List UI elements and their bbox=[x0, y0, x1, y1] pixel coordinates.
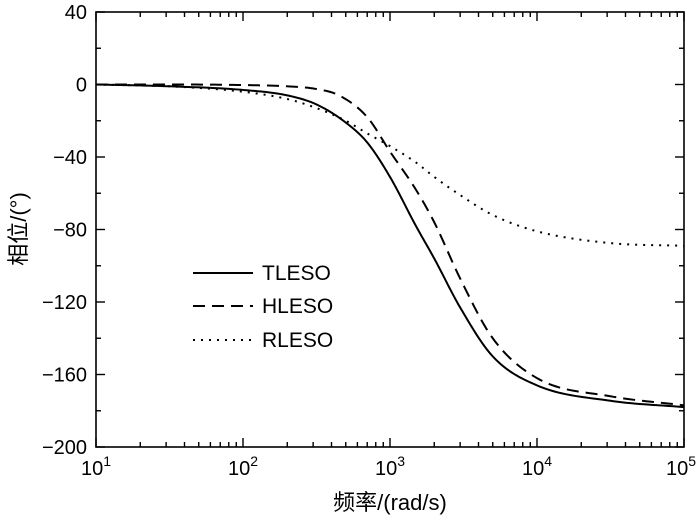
x-tick-label: 103 bbox=[375, 453, 405, 480]
y-tick-label: −40 bbox=[53, 147, 87, 169]
y-tick-label: −120 bbox=[42, 292, 87, 314]
y-tick-label: 0 bbox=[76, 75, 87, 97]
y-tick-label: −160 bbox=[42, 365, 87, 387]
legend: TLESO HLESO RLESO bbox=[193, 262, 333, 352]
series-rleso-line bbox=[95, 83, 685, 247]
x-tick-label: 105 bbox=[666, 453, 696, 480]
y-axis-label: 相位/(°) bbox=[6, 192, 31, 266]
y-tick-label: −200 bbox=[42, 437, 87, 459]
x-tick-label: 102 bbox=[228, 453, 258, 480]
x-axis-label: 频率/(rad/s) bbox=[333, 490, 447, 515]
y-tick-label: −80 bbox=[53, 220, 87, 242]
legend-label-tleso: TLESO bbox=[262, 262, 331, 285]
x-tick-label: 101 bbox=[81, 453, 111, 480]
legend-label-rleso: RLESO bbox=[262, 329, 333, 352]
series-tleso-line bbox=[95, 83, 685, 409]
plot-frame bbox=[95, 11, 685, 448]
series-hleso-line bbox=[96, 83, 685, 407]
legend-label-hleso: HLESO bbox=[262, 295, 333, 318]
y-tick-label: 40 bbox=[65, 2, 87, 24]
series-layer bbox=[95, 83, 685, 409]
x-tick-label: 104 bbox=[522, 453, 552, 480]
